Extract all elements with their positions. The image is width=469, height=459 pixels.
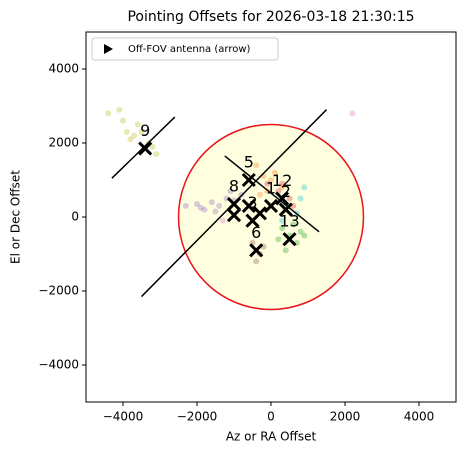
scatter-point (131, 132, 138, 139)
scatter-point (279, 217, 286, 224)
plot-area: 95812136132 (105, 106, 365, 311)
scatter-point (149, 143, 156, 150)
y-tick-label: −2000 (38, 284, 79, 298)
scatter-point (290, 221, 297, 228)
legend-box (91, 37, 279, 61)
scatter-point (182, 202, 189, 209)
x-tick-label: 4000 (404, 410, 435, 424)
antenna-marker (138, 141, 153, 156)
antenna-label: 8 (229, 177, 239, 196)
scatter-point (194, 201, 200, 208)
scatter-point (253, 258, 260, 265)
scatter-point (282, 247, 289, 254)
offset-line (224, 155, 320, 233)
antenna-marker (241, 172, 256, 188)
scatter-point (105, 110, 112, 117)
scatter-point (120, 117, 126, 124)
antenna-marker (226, 208, 242, 223)
antenna-marker (249, 243, 264, 258)
scatter-point (123, 128, 130, 135)
antenna-label: 9 (140, 121, 150, 140)
antenna-label: 6 (251, 223, 261, 242)
scatter-point (271, 169, 278, 176)
scatter-point (286, 195, 293, 202)
x-tick-label: 2000 (330, 410, 361, 424)
scatter-point (227, 188, 234, 195)
scatter-point (253, 162, 260, 169)
legend-label: Off-FOV antenna (arrow) (128, 44, 251, 55)
scatter-point (349, 110, 356, 117)
y-tick-label: 4000 (48, 62, 79, 76)
scatter-point (275, 236, 282, 243)
fov-circle (177, 123, 365, 311)
scatter-point (116, 106, 123, 113)
scatter-point (219, 217, 226, 224)
y-axis-label: El or Dec Offset (9, 170, 23, 264)
scatter-point (279, 180, 286, 187)
x-axis-label: Az or RA Offset (226, 430, 317, 444)
antenna-marker (278, 202, 293, 217)
scatter-point (127, 136, 134, 143)
x-tick-label: −2000 (177, 410, 218, 424)
scatter-point (279, 184, 286, 191)
chart-title: Pointing Offsets for 2026-03-18 21:30:15 (127, 9, 414, 25)
x-tick-label: 0 (267, 410, 275, 424)
antenna-marker (282, 232, 297, 247)
legend-marker (104, 44, 113, 54)
antenna-label: 1 (266, 178, 276, 197)
scatter-point (153, 151, 160, 158)
antenna-marker (263, 198, 279, 213)
y-tick-label: −4000 (38, 358, 79, 372)
scatter-point (197, 204, 204, 211)
antenna-label: 13 (279, 212, 299, 231)
antenna-marker (241, 198, 256, 213)
antenna-label: 12 (272, 171, 292, 190)
scatter-point (301, 232, 308, 239)
antenna-label: 5 (244, 153, 254, 172)
scatter-point (297, 228, 304, 235)
scatter-point (264, 180, 271, 187)
antenna-marker (226, 196, 242, 212)
x-tick-label: −4000 (103, 410, 144, 424)
scatter-point (268, 177, 274, 183)
scatter-point (134, 121, 141, 128)
scatter-point (301, 184, 308, 191)
scatter-point (208, 199, 215, 206)
scatter-point (256, 191, 263, 198)
scatter-point (279, 225, 286, 232)
scatter-point (138, 128, 145, 135)
scatter-point (297, 195, 304, 202)
y-tick-label: 0 (71, 210, 79, 224)
scatter-point (212, 208, 219, 215)
antenna-marker (275, 191, 290, 206)
antenna-label: 2 (281, 182, 291, 201)
y-tick-label: 2000 (48, 136, 79, 150)
scatter-point (201, 206, 208, 213)
antenna-marker (252, 206, 267, 221)
scatter-point (216, 202, 223, 209)
